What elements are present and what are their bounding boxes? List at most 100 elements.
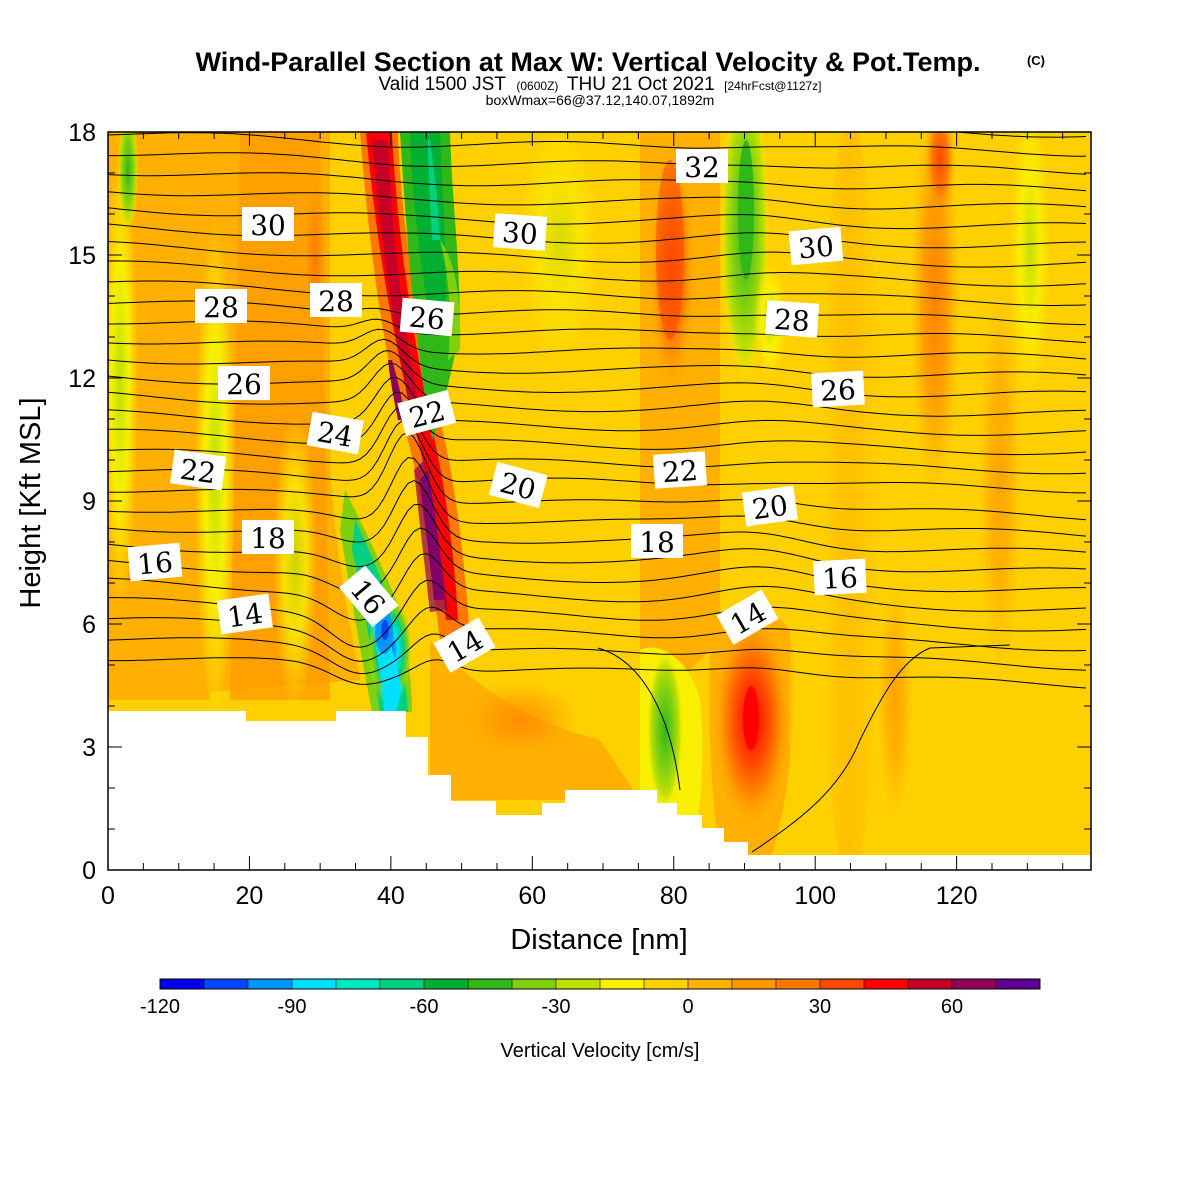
theta-contour-label: 22 <box>652 451 708 489</box>
w-contour-line <box>751 644 1011 853</box>
theta-contour-label: 30 <box>492 213 548 251</box>
colorbar-swatch <box>688 979 733 989</box>
theta-contour-line <box>108 338 1087 378</box>
label-text: 30 <box>797 230 835 266</box>
theta-contour-label: 22 <box>397 389 457 437</box>
label-text: 28 <box>773 303 811 338</box>
theta-contour-label: 28 <box>764 300 820 338</box>
label-background <box>652 451 708 489</box>
forecast-info: [24hrFcst@1127z] <box>724 79 821 93</box>
theta-contour-label: 30 <box>242 207 294 242</box>
theta-contour-label: 18 <box>631 524 683 559</box>
theta-contour-line <box>108 391 1087 456</box>
colorbar-title: Vertical Velocity [cm/s] <box>501 1040 700 1062</box>
theta-contour-line <box>108 241 1087 268</box>
y-tick-label: 18 <box>68 119 96 147</box>
label-background <box>195 289 247 323</box>
y-tick-label: 6 <box>82 611 96 639</box>
copyright-mark: (C) <box>1027 53 1045 68</box>
theta-contour-label: 26 <box>218 366 270 401</box>
colorbar-swatch <box>468 979 513 989</box>
label-background <box>716 589 779 645</box>
colorbar-swatch <box>776 979 821 989</box>
label-background <box>306 411 364 455</box>
x-tick-label: 120 <box>936 882 978 910</box>
theta-contour-line <box>108 406 1087 475</box>
valid-prefix: Valid 1500 JST <box>378 74 506 95</box>
label-background <box>339 565 399 628</box>
theta-contour-label: 28 <box>310 283 362 318</box>
theta-contour-line <box>108 432 1087 521</box>
valid-time-line: Valid 1500 JST (0600Z) THU 21 Oct 2021 [… <box>378 74 821 95</box>
x-tick-label: 60 <box>518 882 546 910</box>
label-text: 16 <box>821 561 858 596</box>
label-text: 18 <box>639 526 675 559</box>
colorbar-swatch <box>424 979 469 989</box>
label-background <box>399 297 455 337</box>
x-tick-label: 20 <box>236 882 264 910</box>
y-tick-label: 9 <box>82 488 96 516</box>
colorbar-swatch <box>248 979 293 989</box>
colorbar-tick-label: 30 <box>809 996 831 1018</box>
theta-contour-label: 26 <box>811 370 865 408</box>
label-background <box>764 300 820 338</box>
theta-contour-line <box>108 362 1087 417</box>
label-background <box>218 366 270 400</box>
y-tick-label: 0 <box>82 857 96 885</box>
colorbar: -120 -90 -60 -30 0 30 60 <box>140 978 1041 1018</box>
colorbar-tick-label: -60 <box>410 996 439 1018</box>
label-background <box>397 389 457 437</box>
colorbar-swatch <box>996 979 1041 989</box>
zulu-time: (0600Z) <box>516 79 558 93</box>
theta-contour-line <box>108 172 1087 192</box>
colorbar-swatch <box>512 979 557 989</box>
theta-contour-label: 32 <box>676 149 728 184</box>
label-text: 30 <box>250 209 286 242</box>
colorbar-swatch <box>160 979 205 989</box>
theta-contour-line <box>108 527 1086 594</box>
colorbar-swatch <box>556 979 601 989</box>
label-text: 28 <box>203 291 239 324</box>
colorbar-tick-label: -120 <box>140 996 180 1018</box>
label-text: 28 <box>318 285 354 318</box>
colorbar-swatch <box>732 979 777 989</box>
x-tick-label: 0 <box>101 882 115 910</box>
label-background <box>741 485 798 527</box>
y-axis: 0 3 6 9 12 15 18 <box>68 119 1091 885</box>
theta-contour-label: 28 <box>195 289 247 324</box>
colorbar-swatch <box>292 979 337 989</box>
y-tick-label: 15 <box>68 242 96 270</box>
label-text: 24 <box>314 415 355 454</box>
theta-contour-label: 16 <box>127 542 183 582</box>
theta-contour-label: 20 <box>488 461 548 509</box>
x-axis: 0 20 40 60 80 100 120 <box>101 132 1064 910</box>
theta-contour-line <box>108 132 1086 157</box>
theta-contour-line <box>108 300 1086 326</box>
theta-contour-line <box>108 552 1087 621</box>
valid-date: THU 21 Oct 2021 <box>567 74 715 95</box>
y-axis-label: Height [Kft MSL] <box>15 397 47 608</box>
theta-contour-label: 30 <box>788 226 844 266</box>
theta-contour-label: 22 <box>170 449 227 491</box>
label-text: 26 <box>819 373 856 408</box>
vertical-velocity-field <box>108 132 1091 870</box>
label-background <box>433 617 496 673</box>
label-background <box>492 213 548 251</box>
theta-contour-label: 18 <box>242 520 294 555</box>
colorbar-swatch <box>380 979 425 989</box>
theta-contour-line <box>108 318 1087 344</box>
colorbar-tick-label: 0 <box>682 996 693 1018</box>
theta-contour-label: 14 <box>433 617 496 673</box>
label-background <box>216 593 273 635</box>
label-background <box>242 520 294 554</box>
theta-contour-line <box>108 457 1087 537</box>
x-axis-label: Distance [nm] <box>510 924 687 956</box>
theta-contour-line <box>108 579 1087 648</box>
label-background <box>310 283 362 317</box>
label-text: 16 <box>136 546 174 582</box>
theta-contour-line <box>108 191 1087 210</box>
colorbar-swatch <box>820 979 865 989</box>
label-text: 14 <box>225 597 265 635</box>
